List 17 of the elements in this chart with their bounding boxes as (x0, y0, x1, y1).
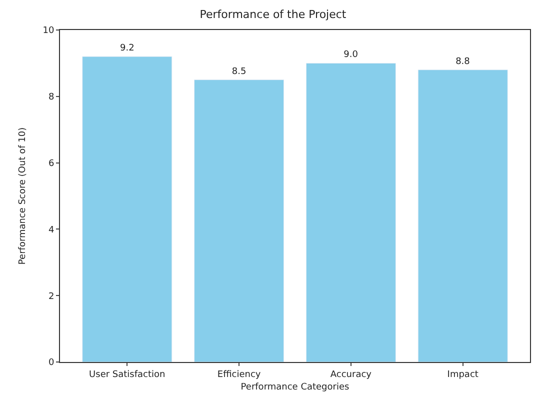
chart-title: Performance of the Project (200, 8, 347, 21)
x-tick-label: User Satisfaction (89, 370, 166, 380)
x-tick-label: Efficiency (217, 370, 262, 380)
y-axis-title: Performance Score (Out of 10) (18, 127, 28, 265)
y-tick-label: 4 (48, 225, 54, 236)
y-tick-label: 0 (48, 358, 54, 368)
data-label: 9.0 (344, 50, 358, 60)
y-tick-label: 6 (48, 158, 54, 169)
data-label: 8.8 (456, 56, 470, 67)
data-label: 8.5 (232, 66, 246, 77)
data-label: 9.2 (120, 44, 134, 54)
x-tick-label: Impact (447, 370, 479, 380)
x-tick-label: Accuracy (330, 370, 372, 380)
y-tick-label: 10 (42, 26, 54, 36)
x-axis-title: Performance Categories (240, 382, 350, 393)
y-tick-label: 2 (48, 292, 54, 302)
y-tick-label: 8 (48, 92, 54, 103)
